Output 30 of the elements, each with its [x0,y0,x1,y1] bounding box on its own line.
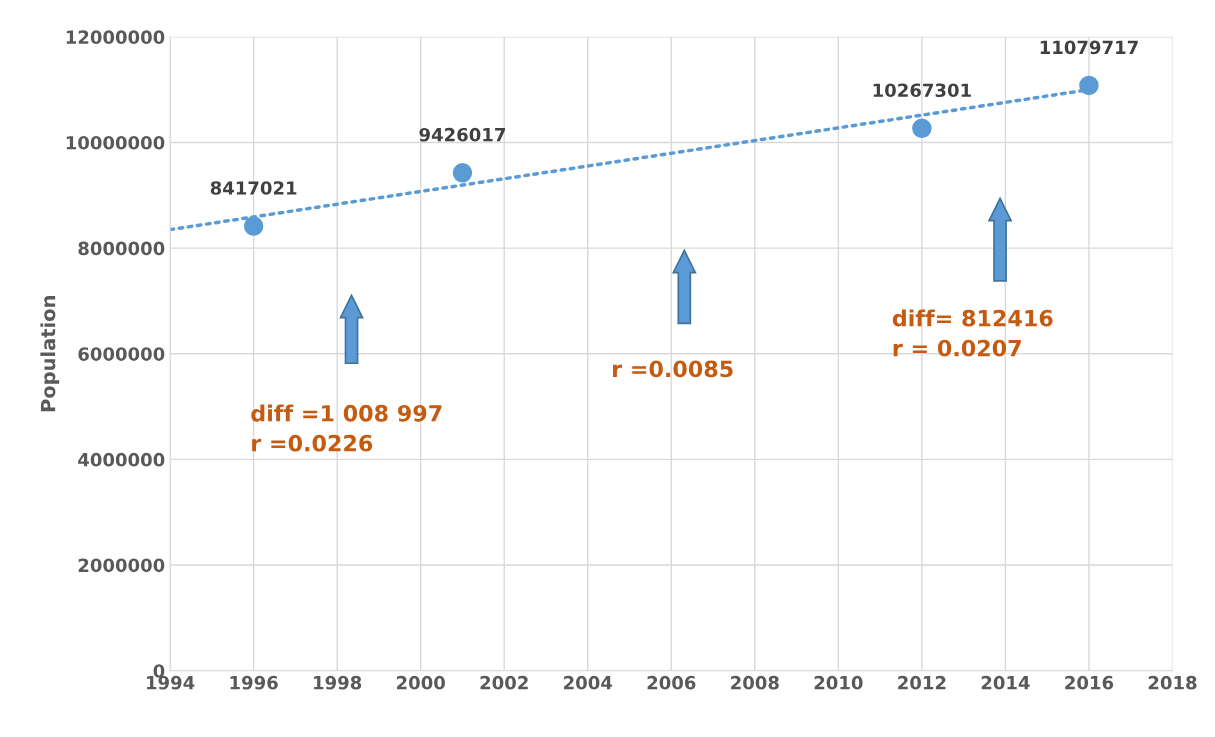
point [243,216,264,236]
y-tick-label: 10000000 [66,135,165,150]
data-label: 11079717 [1040,40,1138,55]
x-tick-label: 2002 [480,675,528,690]
annotation: r =0.0085 [613,360,733,378]
x-tick-label: 1998 [314,675,362,690]
y-tick-label: 8000000 [78,241,165,256]
data-label: 8417021 [210,181,297,195]
y-tick-label: 12000000 [66,30,165,44]
x-tick-label: 2016 [1065,675,1114,690]
annotation: diff= 812416 r = 0.0207 [892,309,1053,357]
x-tick-label: 2008 [731,675,779,690]
x-tick-label: 1996 [230,675,278,690]
y-axis-title: Population [40,296,60,412]
x-tick-label: 2000 [397,675,445,690]
x-tick-label: 2006 [647,675,696,690]
x-tick-label: 2012 [898,675,946,690]
point [1079,75,1099,96]
y-tick-label: 6000000 [78,347,165,361]
x-tick-label: 2018 [1148,675,1197,690]
data-label: 9426017 [419,127,505,142]
y-tick-label: 2000000 [78,558,165,573]
data-label: 10267301 [873,83,971,98]
x-tick-label: 2014 [981,675,1030,690]
point [452,163,473,183]
point [912,118,932,139]
y-tick-label: 4000000 [78,452,165,467]
x-tick-label: 2010 [814,675,863,690]
x-tick-label: 2004 [564,675,613,690]
annotation: diff =1 008 997 r =0.0226 [251,404,442,452]
